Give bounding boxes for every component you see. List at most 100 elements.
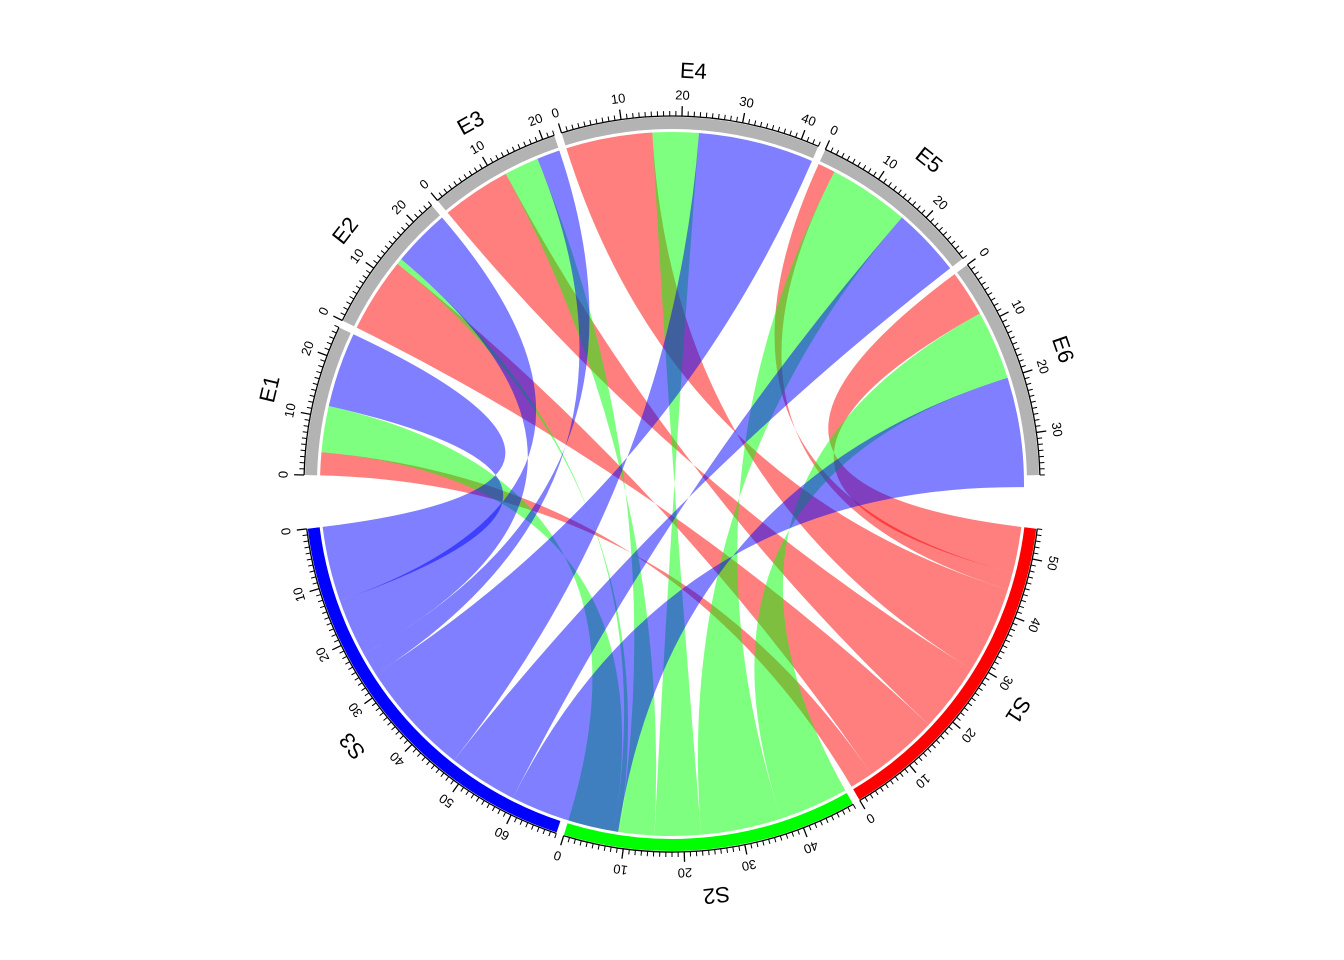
sector-label-e3: E3 — [453, 105, 489, 140]
minor-tick — [392, 236, 398, 241]
minor-tick — [399, 735, 404, 740]
tick-label-e6-30: 30 — [1049, 421, 1066, 437]
minor-tick — [615, 847, 618, 853]
major-tick — [333, 315, 343, 322]
sector-axis-e1 — [303, 327, 340, 476]
minor-tick — [306, 558, 312, 561]
tick-label-e2-20: 20 — [388, 197, 409, 218]
link-e2-s3 — [339, 217, 537, 654]
minor-tick — [597, 844, 600, 850]
link-e5-s3 — [453, 217, 951, 798]
minor-tick — [990, 666, 996, 670]
tick-label-e1-0: 0 — [275, 471, 290, 479]
minor-tick — [981, 682, 987, 686]
minor-tick — [301, 437, 307, 439]
minor-tick — [963, 707, 969, 712]
link-e6-s3 — [512, 377, 1024, 832]
minor-tick — [326, 341, 332, 345]
minor-tick — [304, 419, 310, 421]
minor-tick — [869, 793, 874, 799]
minor-tick — [453, 181, 458, 186]
minor-tick — [1016, 611, 1022, 614]
minor-tick — [1020, 365, 1026, 368]
minor-tick — [711, 113, 714, 119]
minor-tick — [371, 702, 377, 707]
minor-tick — [312, 582, 318, 585]
minor-tick — [912, 201, 917, 206]
minor-tick — [814, 822, 818, 828]
minor-tick — [475, 797, 480, 802]
minor-tick — [736, 116, 738, 122]
sector-axis-e4 — [561, 115, 819, 147]
minor-tick — [583, 121, 586, 127]
minor-tick — [403, 739, 409, 744]
tick-label-e1-20: 20 — [298, 339, 317, 358]
minor-tick — [942, 231, 948, 236]
major-tick — [560, 835, 565, 846]
minor-tick — [1002, 645, 1008, 649]
minor-tick — [771, 124, 775, 131]
sector-s2: 0 10 20 30 40 S2 — [552, 793, 857, 909]
minor-tick — [470, 793, 475, 799]
minor-tick — [339, 650, 345, 654]
minor-tick — [345, 661, 351, 665]
tick-label-e1-10: 10 — [281, 402, 298, 419]
minor-tick — [1012, 622, 1018, 626]
minor-tick — [418, 209, 423, 214]
minor-tick — [603, 845, 606, 851]
minor-tick — [632, 113, 634, 119]
minor-tick — [931, 744, 936, 749]
links-layer — [320, 132, 1024, 837]
minor-tick — [944, 730, 949, 735]
minor-tick — [987, 292, 993, 296]
minor-tick — [554, 833, 557, 839]
minor-tick — [302, 431, 308, 433]
minor-tick — [1020, 599, 1027, 603]
minor-tick — [311, 388, 317, 392]
minor-tick — [542, 829, 546, 835]
minor-tick — [825, 818, 829, 824]
tick-label-e5-20: 20 — [930, 192, 951, 213]
tick-label-s2-30: 30 — [740, 857, 757, 875]
minor-tick — [993, 661, 999, 665]
sector-e6: 0 10 20 30 E6 — [957, 245, 1079, 476]
tick-label-s2-0: 0 — [552, 848, 563, 864]
major-tick — [967, 258, 976, 266]
minor-tick — [720, 848, 722, 854]
minor-tick — [717, 113, 720, 120]
major-tick — [317, 351, 328, 357]
minor-tick — [463, 174, 468, 179]
minor-tick — [954, 245, 960, 250]
minor-tick — [310, 576, 317, 579]
tick-label-s1-10: 10 — [913, 771, 934, 792]
minor-tick — [388, 240, 394, 245]
minor-tick — [921, 209, 926, 214]
minor-tick — [384, 245, 390, 250]
minor-tick — [894, 776, 899, 781]
minor-tick — [613, 115, 616, 121]
minor-tick — [884, 783, 889, 789]
minor-tick — [326, 622, 332, 626]
minor-tick — [322, 611, 328, 614]
minor-tick — [405, 222, 410, 227]
minor-tick — [361, 687, 366, 692]
minor-tick — [309, 394, 315, 397]
minor-tick — [1032, 406, 1038, 409]
minor-tick — [517, 144, 521, 150]
minor-tick — [930, 218, 935, 223]
minor-tick — [365, 269, 371, 274]
minor-tick — [724, 114, 726, 120]
minor-tick — [730, 115, 732, 121]
minor-tick — [396, 231, 402, 236]
minor-tick — [812, 139, 816, 145]
minor-tick — [391, 726, 396, 731]
minor-tick — [783, 128, 787, 134]
minor-tick — [331, 330, 337, 334]
minor-tick — [303, 540, 309, 543]
minor-tick — [491, 806, 496, 812]
minor-tick — [531, 824, 534, 830]
minor-tick — [468, 170, 473, 176]
minor-tick — [589, 120, 592, 126]
sector-axis-e6 — [966, 264, 1041, 476]
minor-tick — [918, 756, 923, 762]
